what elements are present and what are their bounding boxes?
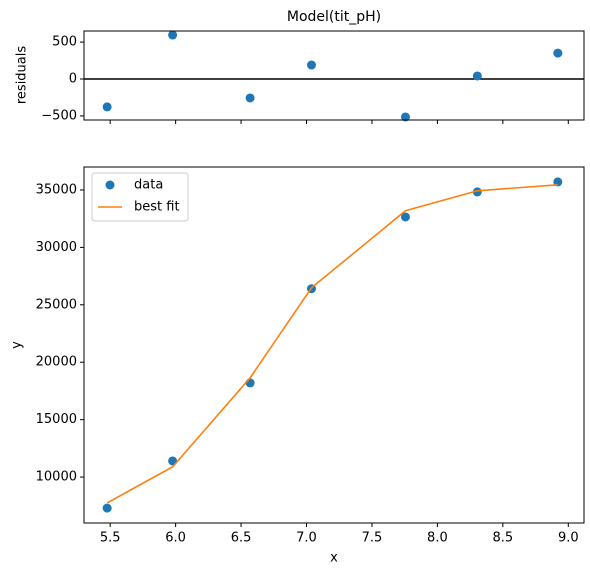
data-point: [306, 60, 316, 70]
data-point: [472, 71, 482, 81]
data-point: [245, 93, 255, 103]
y-tick-label: 10000: [36, 470, 77, 485]
y-tick-label: 25000: [36, 297, 77, 312]
y-axis-label: residuals: [15, 46, 30, 105]
data-point: [102, 503, 112, 513]
x-tick-label: 9.0: [558, 531, 579, 546]
y-axis-label: y: [10, 341, 25, 349]
data-point: [168, 30, 178, 40]
x-tick-label: 8.5: [493, 531, 514, 546]
data-point: [400, 112, 410, 122]
chart-title: Model(tit_pH): [287, 9, 381, 25]
y-tick-label: 0: [69, 72, 77, 87]
data-point: [400, 212, 410, 222]
y-tick-label: 15000: [36, 412, 77, 427]
x-tick-label: 6.5: [231, 531, 252, 546]
data-point: [472, 187, 482, 197]
y-tick-label: −500: [41, 108, 77, 123]
legend-swatch: [105, 180, 115, 190]
x-tick-label: 5.5: [100, 531, 121, 546]
fit-line: [106, 184, 558, 504]
y-tick-label: 35000: [36, 182, 77, 197]
x-tick-label: 7.5: [362, 531, 383, 546]
y-tick-label: 500: [52, 35, 77, 50]
data-point: [102, 102, 112, 112]
legend-label: best fit: [134, 200, 180, 215]
axes-frame: [83, 166, 585, 524]
axes-frame: [83, 30, 585, 121]
x-axis-label: x: [330, 551, 338, 566]
data-point: [553, 48, 563, 58]
y-tick-label: 20000: [36, 355, 77, 370]
y-tick-label: 30000: [36, 240, 77, 255]
data-point: [245, 378, 255, 388]
x-tick-label: 8.0: [427, 531, 448, 546]
legend-box: [91, 172, 189, 222]
legend-label: data: [134, 178, 163, 193]
x-tick-label: 7.0: [296, 531, 317, 546]
x-tick-label: 6.0: [165, 531, 186, 546]
